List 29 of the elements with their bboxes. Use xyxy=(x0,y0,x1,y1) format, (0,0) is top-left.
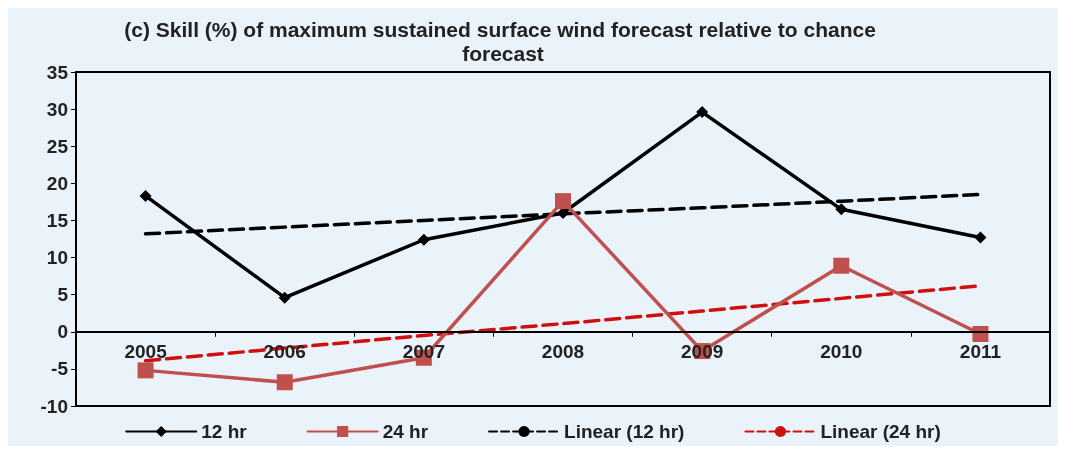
y-tick-label: -5 xyxy=(51,358,69,380)
legend-label: Linear (24 hr) xyxy=(820,421,941,442)
point xyxy=(555,193,571,210)
legend-label: 12 hr xyxy=(201,421,248,442)
y-tick-label: 10 xyxy=(46,247,68,269)
point xyxy=(137,362,154,379)
x-tick-label: 2011 xyxy=(959,340,1002,362)
y-tick-label: 0 xyxy=(57,321,68,343)
x-tick-label: 2008 xyxy=(541,340,585,362)
legend-label: 24 hr xyxy=(382,421,429,442)
point xyxy=(696,106,709,119)
y-tick-label: -10 xyxy=(40,395,68,417)
point xyxy=(835,203,848,216)
y-tick-label: 5 xyxy=(57,284,69,306)
y-tick-label: 35 xyxy=(46,61,69,83)
y-tick-label: 30 xyxy=(46,98,68,120)
point xyxy=(278,291,291,304)
point xyxy=(974,231,987,244)
point xyxy=(833,257,850,274)
point xyxy=(139,189,152,202)
y-tick-label: 15 xyxy=(46,209,69,231)
y-tick-label: 20 xyxy=(46,172,68,194)
x-tick-label: 2005 xyxy=(124,340,168,362)
legend-label: Linear (12 hr) xyxy=(564,421,685,442)
point xyxy=(417,233,430,246)
chart-title: (c) Skill (%) of maximum sustained surface wind forecast relative to chance forecast xyxy=(124,17,882,65)
point xyxy=(276,374,293,391)
y-tick-label: 25 xyxy=(46,135,69,157)
x-tick-label: 2010 xyxy=(820,340,863,362)
